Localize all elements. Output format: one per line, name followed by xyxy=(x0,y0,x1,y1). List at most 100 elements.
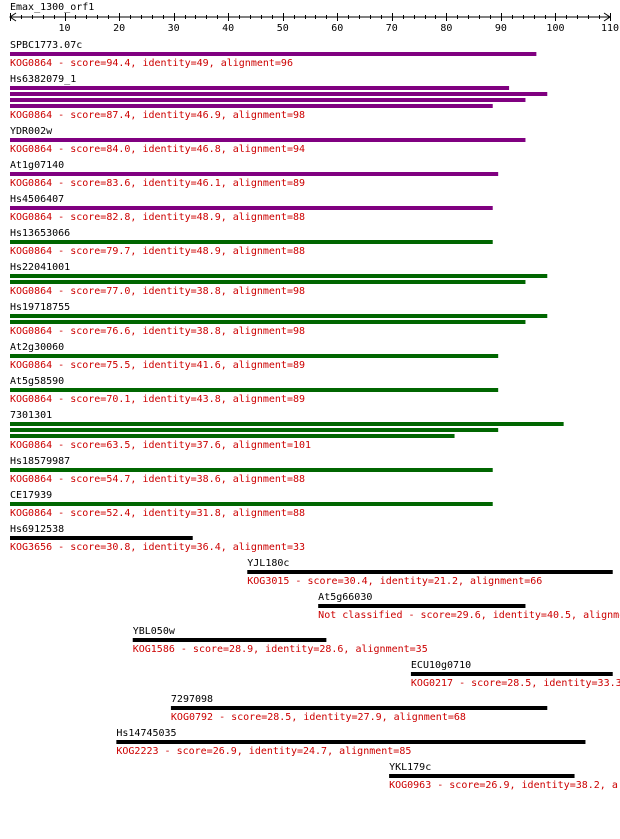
hit-description: KOG0864 - score=75.5, identity=41.6, ali… xyxy=(10,360,305,371)
hit-description: KOG1586 - score=28.9, identity=28.6, ali… xyxy=(133,644,428,655)
hit-description: KOG0963 - score=26.9, identity=38.2, a xyxy=(389,780,618,791)
hit-name: YBL050w xyxy=(133,626,176,637)
hit-description: KOG0864 - score=77.0, identity=38.8, ali… xyxy=(10,286,305,297)
hit-bar xyxy=(10,422,564,426)
hit-row: ECU10g0710 KOG0217 - score=28.5, identity… xyxy=(410,660,620,689)
hit-row: Hs22041001 KOG0864 - score=77.0, identity… xyxy=(10,262,548,297)
hit-description: KOG0864 - score=52.4, identity=31.8, ali… xyxy=(10,508,305,519)
hit-description: KOG0864 - score=79.7, identity=48.9, ali… xyxy=(10,246,305,257)
hit-description: KOG0864 - score=83.6, identity=46.1, ali… xyxy=(10,178,305,189)
tick-label: 100 xyxy=(546,23,564,34)
hit-name: At1g07140 xyxy=(10,160,64,171)
hit-bar xyxy=(389,774,575,778)
hit-name: Hs6912538 xyxy=(10,524,64,535)
hit-name: ECU10g0710 xyxy=(411,660,471,671)
hit-description: KOG0864 - score=76.6, identity=38.8, ali… xyxy=(10,326,305,337)
hit-name: YJL180c xyxy=(247,558,289,569)
hit-name: SPBC1773.07c xyxy=(10,40,82,51)
hit-description: KOG0864 - score=63.5, identity=37.6, ali… xyxy=(10,440,311,451)
hit-row: SPBC1773.07c KOG0864 - score=94.4, identi… xyxy=(10,40,537,69)
hit-bar xyxy=(10,468,493,472)
hit-description: KOG0864 - score=94.4, identity=49, align… xyxy=(10,58,293,69)
hit-bar xyxy=(132,638,327,642)
tick-label: 90 xyxy=(495,23,507,34)
tick-label: 60 xyxy=(331,23,343,34)
hit-description: KOG0864 - score=87.4, identity=46.9, ali… xyxy=(10,110,305,121)
hit-row: 7297098 KOG0792 - score=28.5, identity=27… xyxy=(170,694,548,723)
hit-row: 7301301 KOG0864 - score=63.5, identity=37… xyxy=(10,410,564,451)
hit-row: Hs13653066 KOG0864 - score=79.7, identity… xyxy=(10,228,493,257)
tick-label: 110 xyxy=(601,23,619,34)
hit-row: At2g30060 KOG0864 - score=75.5, identity=… xyxy=(10,342,499,371)
hit-bar xyxy=(10,388,499,392)
hit-description: KOG0864 - score=70.1, identity=43.8, ali… xyxy=(10,394,305,405)
hit-row: Hs4506407 KOG0864 - score=82.8, identity=… xyxy=(10,194,493,223)
hit-bar xyxy=(247,570,613,574)
hit-bar xyxy=(10,86,510,90)
hit-bar xyxy=(10,172,499,176)
hit-description: KOG0864 - score=54.7, identity=38.6, ali… xyxy=(10,474,305,485)
tick-label: 50 xyxy=(277,23,289,34)
hit-bar xyxy=(10,428,499,432)
tick-label: 20 xyxy=(113,23,125,34)
x-axis: 10 20 30 40 50 60 70 80 90 100 110 xyxy=(9,12,619,34)
hit-bar xyxy=(318,604,526,608)
tick-label: 70 xyxy=(386,23,398,34)
hit-list: SPBC1773.07c KOG0864 - score=94.4, identi… xyxy=(10,40,620,791)
hit-row: Hs14745035 KOG2223 - score=26.9, identity… xyxy=(116,728,586,757)
hit-row: Hs6382079_1 KOG0864 - score=87.4, identit… xyxy=(10,74,548,121)
hit-bar xyxy=(10,52,537,56)
tick-label: 30 xyxy=(168,23,180,34)
hit-name: At5g58590 xyxy=(10,376,64,387)
hit-row: YDR002w KOG0864 - score=84.0, identity=46… xyxy=(10,126,526,155)
hit-name: Hs22041001 xyxy=(10,262,70,273)
hit-name: At5g66030 xyxy=(318,592,372,603)
hit-name: 7301301 xyxy=(10,410,52,421)
hit-bar xyxy=(10,240,493,244)
hit-bar xyxy=(10,104,493,108)
hit-bar xyxy=(10,98,526,102)
hit-name: YKL179c xyxy=(389,762,431,773)
hit-bar xyxy=(10,274,548,278)
hit-description: KOG2223 - score=26.9, identity=24.7, ali… xyxy=(116,746,411,757)
tick-label: 10 xyxy=(59,23,71,34)
hit-description: Not classified - score=29.6, identity=40… xyxy=(318,610,620,621)
hit-description: KOG0217 - score=28.5, identity=33.3 xyxy=(411,678,620,689)
hit-name: Hs4506407 xyxy=(10,194,64,205)
hit-name: Hs14745035 xyxy=(116,728,176,739)
hit-bar xyxy=(10,138,526,142)
hit-bar xyxy=(10,280,526,284)
hit-description: KOG3656 - score=30.8, identity=36.4, ali… xyxy=(10,542,305,553)
chart-title: Emax_1300_orf1 xyxy=(10,2,94,13)
hit-bar xyxy=(410,672,613,676)
hit-description: KOG0864 - score=82.8, identity=48.9, ali… xyxy=(10,212,305,223)
hit-row: YKL179c KOG0963 - score=26.9, identity=38… xyxy=(389,762,618,791)
hit-name: 7297098 xyxy=(171,694,213,705)
hit-bar xyxy=(10,314,548,318)
hit-row: Hs6912538 KOG3656 - score=30.8, identity=… xyxy=(10,524,305,553)
hit-bar xyxy=(10,434,455,438)
hit-bar xyxy=(10,354,499,358)
hit-name: Hs6382079_1 xyxy=(10,74,76,85)
hit-name: YDR002w xyxy=(10,126,53,137)
tick-label: 80 xyxy=(440,23,452,34)
tick-label: 40 xyxy=(222,23,234,34)
hit-bar xyxy=(170,706,548,710)
hit-row: YBL050w KOG1586 - score=28.9, identity=28… xyxy=(132,626,428,655)
hit-bar xyxy=(10,206,493,210)
hit-bar xyxy=(10,502,493,506)
hit-bar xyxy=(116,740,586,744)
hit-row: At5g58590 KOG0864 - score=70.1, identity=… xyxy=(10,376,499,405)
hit-row: Hs18579987 KOG0864 - score=54.7, identity… xyxy=(10,456,493,485)
hit-name: Hs19718755 xyxy=(10,302,70,313)
hit-row: At1g07140 KOG0864 - score=83.6, identity=… xyxy=(10,160,499,189)
hit-bar xyxy=(10,92,548,96)
hit-name: Hs18579987 xyxy=(10,456,70,467)
hit-description: KOG0864 - score=84.0, identity=46.8, ali… xyxy=(10,144,305,155)
hit-row: Hs19718755 KOG0864 - score=76.6, identity… xyxy=(10,302,548,337)
hit-bar xyxy=(10,320,526,324)
hit-name: Hs13653066 xyxy=(10,228,70,239)
hit-name: CE17939 xyxy=(10,490,52,501)
hit-bar xyxy=(10,536,193,540)
